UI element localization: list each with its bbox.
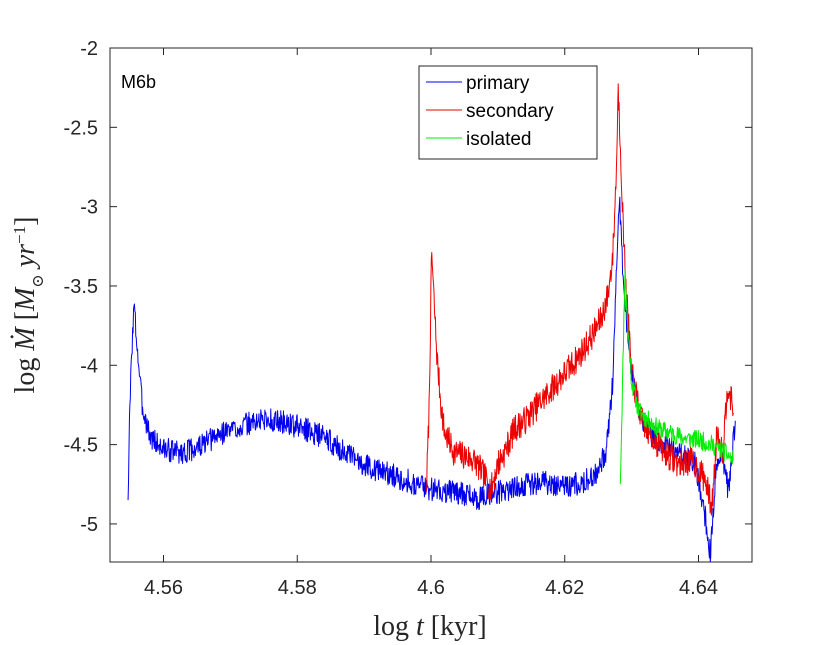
y-axis-title-yr: yr: [10, 244, 41, 274]
series-line-isolated: [619, 267, 734, 485]
legend-label-secondary: secondary: [466, 101, 554, 122]
tick-layer: 4.56 4.58 4.6 4.62 4.64 -2 -2.5 -3 -3.5 -4 -4.5 -5: [64, 38, 752, 599]
x-axis-title-prefix: log: [373, 611, 416, 642]
y-tick-label: -2: [80, 38, 98, 60]
panel-label: M6b: [121, 72, 156, 92]
y-axis-title-sun-symbol: ⊙: [30, 274, 47, 287]
y-axis-title-msun: M: [10, 286, 41, 312]
series-line-secondary: [425, 83, 734, 516]
series-layer: [127, 83, 736, 563]
legend-label-primary: primary: [466, 73, 530, 94]
y-tick-label: -4.5: [64, 435, 98, 457]
y-tick-label: -3: [80, 197, 98, 219]
y-axis-title: log Ṁ [M⊙ yr−1]: [10, 217, 47, 394]
x-tick-label: 4.62: [545, 577, 584, 599]
x-tick-label: 4.56: [144, 577, 183, 599]
y-axis-title-prefix: log: [10, 351, 41, 394]
y-axis-title-unit-open: [: [10, 311, 41, 327]
x-tick-label: 4.64: [679, 577, 718, 599]
y-tick-label: -4: [80, 355, 98, 377]
legend-label-isolated: isolated: [466, 129, 532, 150]
y-tick-label: -2.5: [64, 117, 98, 139]
y-axis-title-unit-close: ]: [10, 217, 41, 226]
x-axis-title-variable: t: [416, 611, 425, 642]
y-tick-label: -3.5: [64, 276, 98, 298]
x-tick-label: 4.6: [417, 577, 445, 599]
y-axis-title-exponent: −1: [10, 226, 29, 244]
y-tick-label: -5: [80, 514, 98, 536]
x-axis-title: log t [kyr]: [373, 611, 487, 642]
y-axis-title-variable: Ṁ: [10, 326, 41, 352]
legend: primary secondary isolated: [418, 65, 598, 160]
x-axis-title-unit: [kyr]: [424, 611, 487, 642]
x-tick-label: 4.58: [278, 577, 317, 599]
